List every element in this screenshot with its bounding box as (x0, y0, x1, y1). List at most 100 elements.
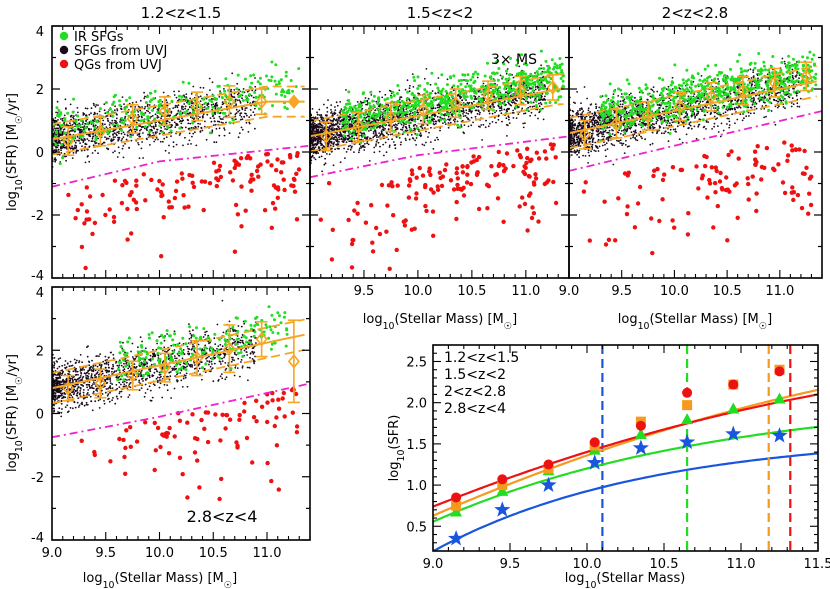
sfg-point (240, 112, 243, 114)
ir-sfg-point (289, 79, 293, 82)
ir-sfg-point (539, 72, 543, 76)
sfg-point (147, 133, 150, 136)
sfg-point (324, 157, 326, 160)
sfg-point (149, 144, 151, 146)
qg-point (291, 183, 296, 189)
qg-point (528, 191, 533, 196)
sfg-point (83, 149, 86, 152)
ir-sfg-point (104, 101, 108, 105)
sfg-point (323, 126, 326, 129)
sfg-point (630, 92, 632, 95)
sfg-point (328, 153, 331, 156)
sfg-point (81, 130, 83, 133)
sfg-point (146, 138, 148, 141)
ir-sfg-point (228, 121, 232, 125)
sfg-point (115, 134, 118, 137)
qg-point (455, 182, 460, 188)
ir-sfg-point (223, 89, 226, 93)
sfg-point (404, 129, 407, 132)
sfg-point (219, 112, 221, 115)
sfg-point (414, 123, 417, 126)
ir-sfg-point (396, 111, 400, 115)
sfg-point (211, 115, 214, 118)
sfg-point (359, 123, 361, 126)
ir-sfg-point (450, 109, 454, 113)
qg-point (292, 189, 298, 194)
qg-point (103, 212, 108, 218)
sfg-point (52, 149, 55, 152)
sfg-point (372, 132, 375, 135)
sfg-point (220, 121, 223, 124)
sfg-point (351, 124, 354, 127)
qg-point (420, 173, 426, 178)
sfg-point (237, 92, 240, 95)
sfg-point (124, 115, 127, 118)
qg-point (438, 175, 443, 181)
sfg-point (460, 96, 463, 98)
qg-point (409, 168, 415, 173)
sfg-point (448, 118, 451, 121)
ir-sfg-point (501, 75, 505, 79)
sfg-point (400, 96, 403, 99)
qg-point (83, 265, 88, 271)
sfg-point (504, 91, 507, 94)
sfg-point (522, 98, 525, 100)
ir-sfg-point (144, 101, 148, 104)
sfg-point (364, 143, 366, 145)
sfg-point (482, 82, 485, 85)
ir-sfg-point (497, 89, 501, 93)
ir-sfg-point (54, 135, 58, 139)
sfg-point (538, 99, 540, 102)
qg-point (455, 176, 460, 181)
ir-sfg-point (442, 105, 446, 109)
sfg-point (91, 140, 94, 143)
ir-sfg-point (352, 133, 356, 137)
sfg-point (310, 156, 313, 159)
sfg-point (170, 135, 172, 138)
ir-sfg-point (191, 121, 195, 125)
sfg-point (425, 130, 427, 133)
sfg-point (415, 137, 418, 139)
sfg-point (248, 116, 251, 118)
sfg-point (523, 112, 525, 115)
ir-sfg-point (484, 87, 488, 91)
sfg-point (457, 126, 459, 129)
sfg-point (94, 105, 97, 108)
sfg-point (465, 109, 468, 112)
qg-point (233, 202, 239, 208)
ir-sfg-point (147, 123, 151, 126)
sfg-point (254, 107, 256, 110)
sfg-point (477, 105, 480, 108)
sfg-point (334, 106, 336, 108)
sfg-point (83, 138, 86, 140)
sfg-point (239, 100, 242, 103)
sfg-point (209, 89, 211, 91)
ir-sfg-point (383, 98, 387, 102)
sfg-point (109, 126, 111, 129)
sfg-point (63, 114, 66, 117)
sfg-point (221, 101, 224, 104)
ir-sfg-point (224, 77, 228, 81)
sfg-point (69, 103, 72, 106)
sfg-point (121, 147, 124, 150)
sfg-point (249, 109, 252, 111)
sfg-point (400, 128, 402, 131)
sfg-point (85, 114, 87, 117)
sfg-point (342, 140, 345, 143)
sfg-point (689, 121, 692, 123)
sfg-point (514, 98, 517, 101)
ir-sfg-point (352, 129, 356, 133)
sfg-point (321, 125, 324, 127)
sfg-point (344, 136, 347, 139)
ir-sfg-point (148, 91, 152, 95)
ir-sfg-point (270, 60, 274, 64)
qg-point (546, 178, 551, 183)
sfg-point (474, 109, 477, 112)
ir-sfg-point (243, 77, 247, 81)
qg-point (239, 184, 244, 189)
qg-point (517, 153, 523, 158)
sfg-point (534, 88, 537, 91)
sfg-point (160, 126, 163, 129)
sfg-point (157, 138, 159, 141)
ir-sfg-point (458, 125, 462, 129)
